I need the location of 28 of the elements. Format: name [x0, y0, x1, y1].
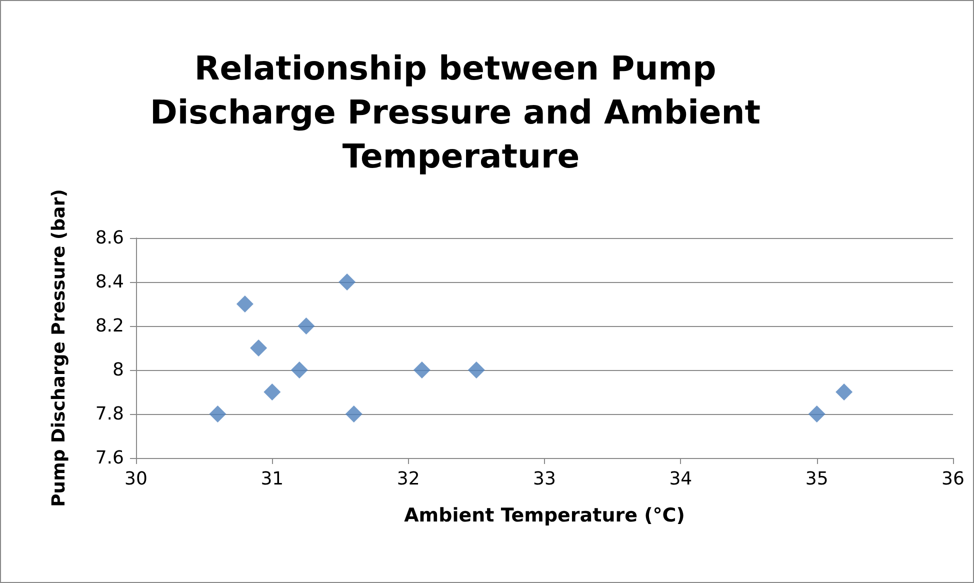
- point: [345, 406, 362, 422]
- x-tick-label: 35: [805, 468, 828, 490]
- y-tick-label: 8.4: [95, 272, 124, 292]
- y-tick-label: 8: [112, 360, 124, 380]
- x-axis-title: Ambient Temperature (°C): [404, 504, 685, 526]
- x-tick-label: 32: [396, 468, 420, 490]
- point: [209, 406, 226, 422]
- point: [236, 296, 254, 312]
- y-tick-label: 8.2: [95, 316, 124, 336]
- y-tick-label: 7.6: [95, 448, 124, 468]
- x-tick-label: 33: [533, 468, 556, 490]
- y-tick-label: 7.8: [95, 404, 124, 424]
- y-axis-title: Pump Discharge Pressure (bar): [48, 189, 70, 507]
- point: [250, 340, 268, 356]
- x-tick-label: 30: [124, 468, 148, 490]
- point: [808, 406, 826, 422]
- point: [298, 318, 315, 334]
- point: [338, 274, 356, 290]
- point: [836, 384, 853, 400]
- x-tick-label: 36: [942, 468, 964, 490]
- point: [468, 362, 485, 378]
- point: [264, 384, 281, 400]
- y-tick-label: 8.6: [95, 228, 124, 248]
- x-tick-label: 31: [260, 468, 284, 490]
- point: [413, 362, 430, 378]
- chart-title: Relationship between Pump Discharge Pressure and Ambient Temperature: [150, 48, 772, 176]
- point: [290, 362, 308, 378]
- x-tick-label: 34: [669, 468, 692, 490]
